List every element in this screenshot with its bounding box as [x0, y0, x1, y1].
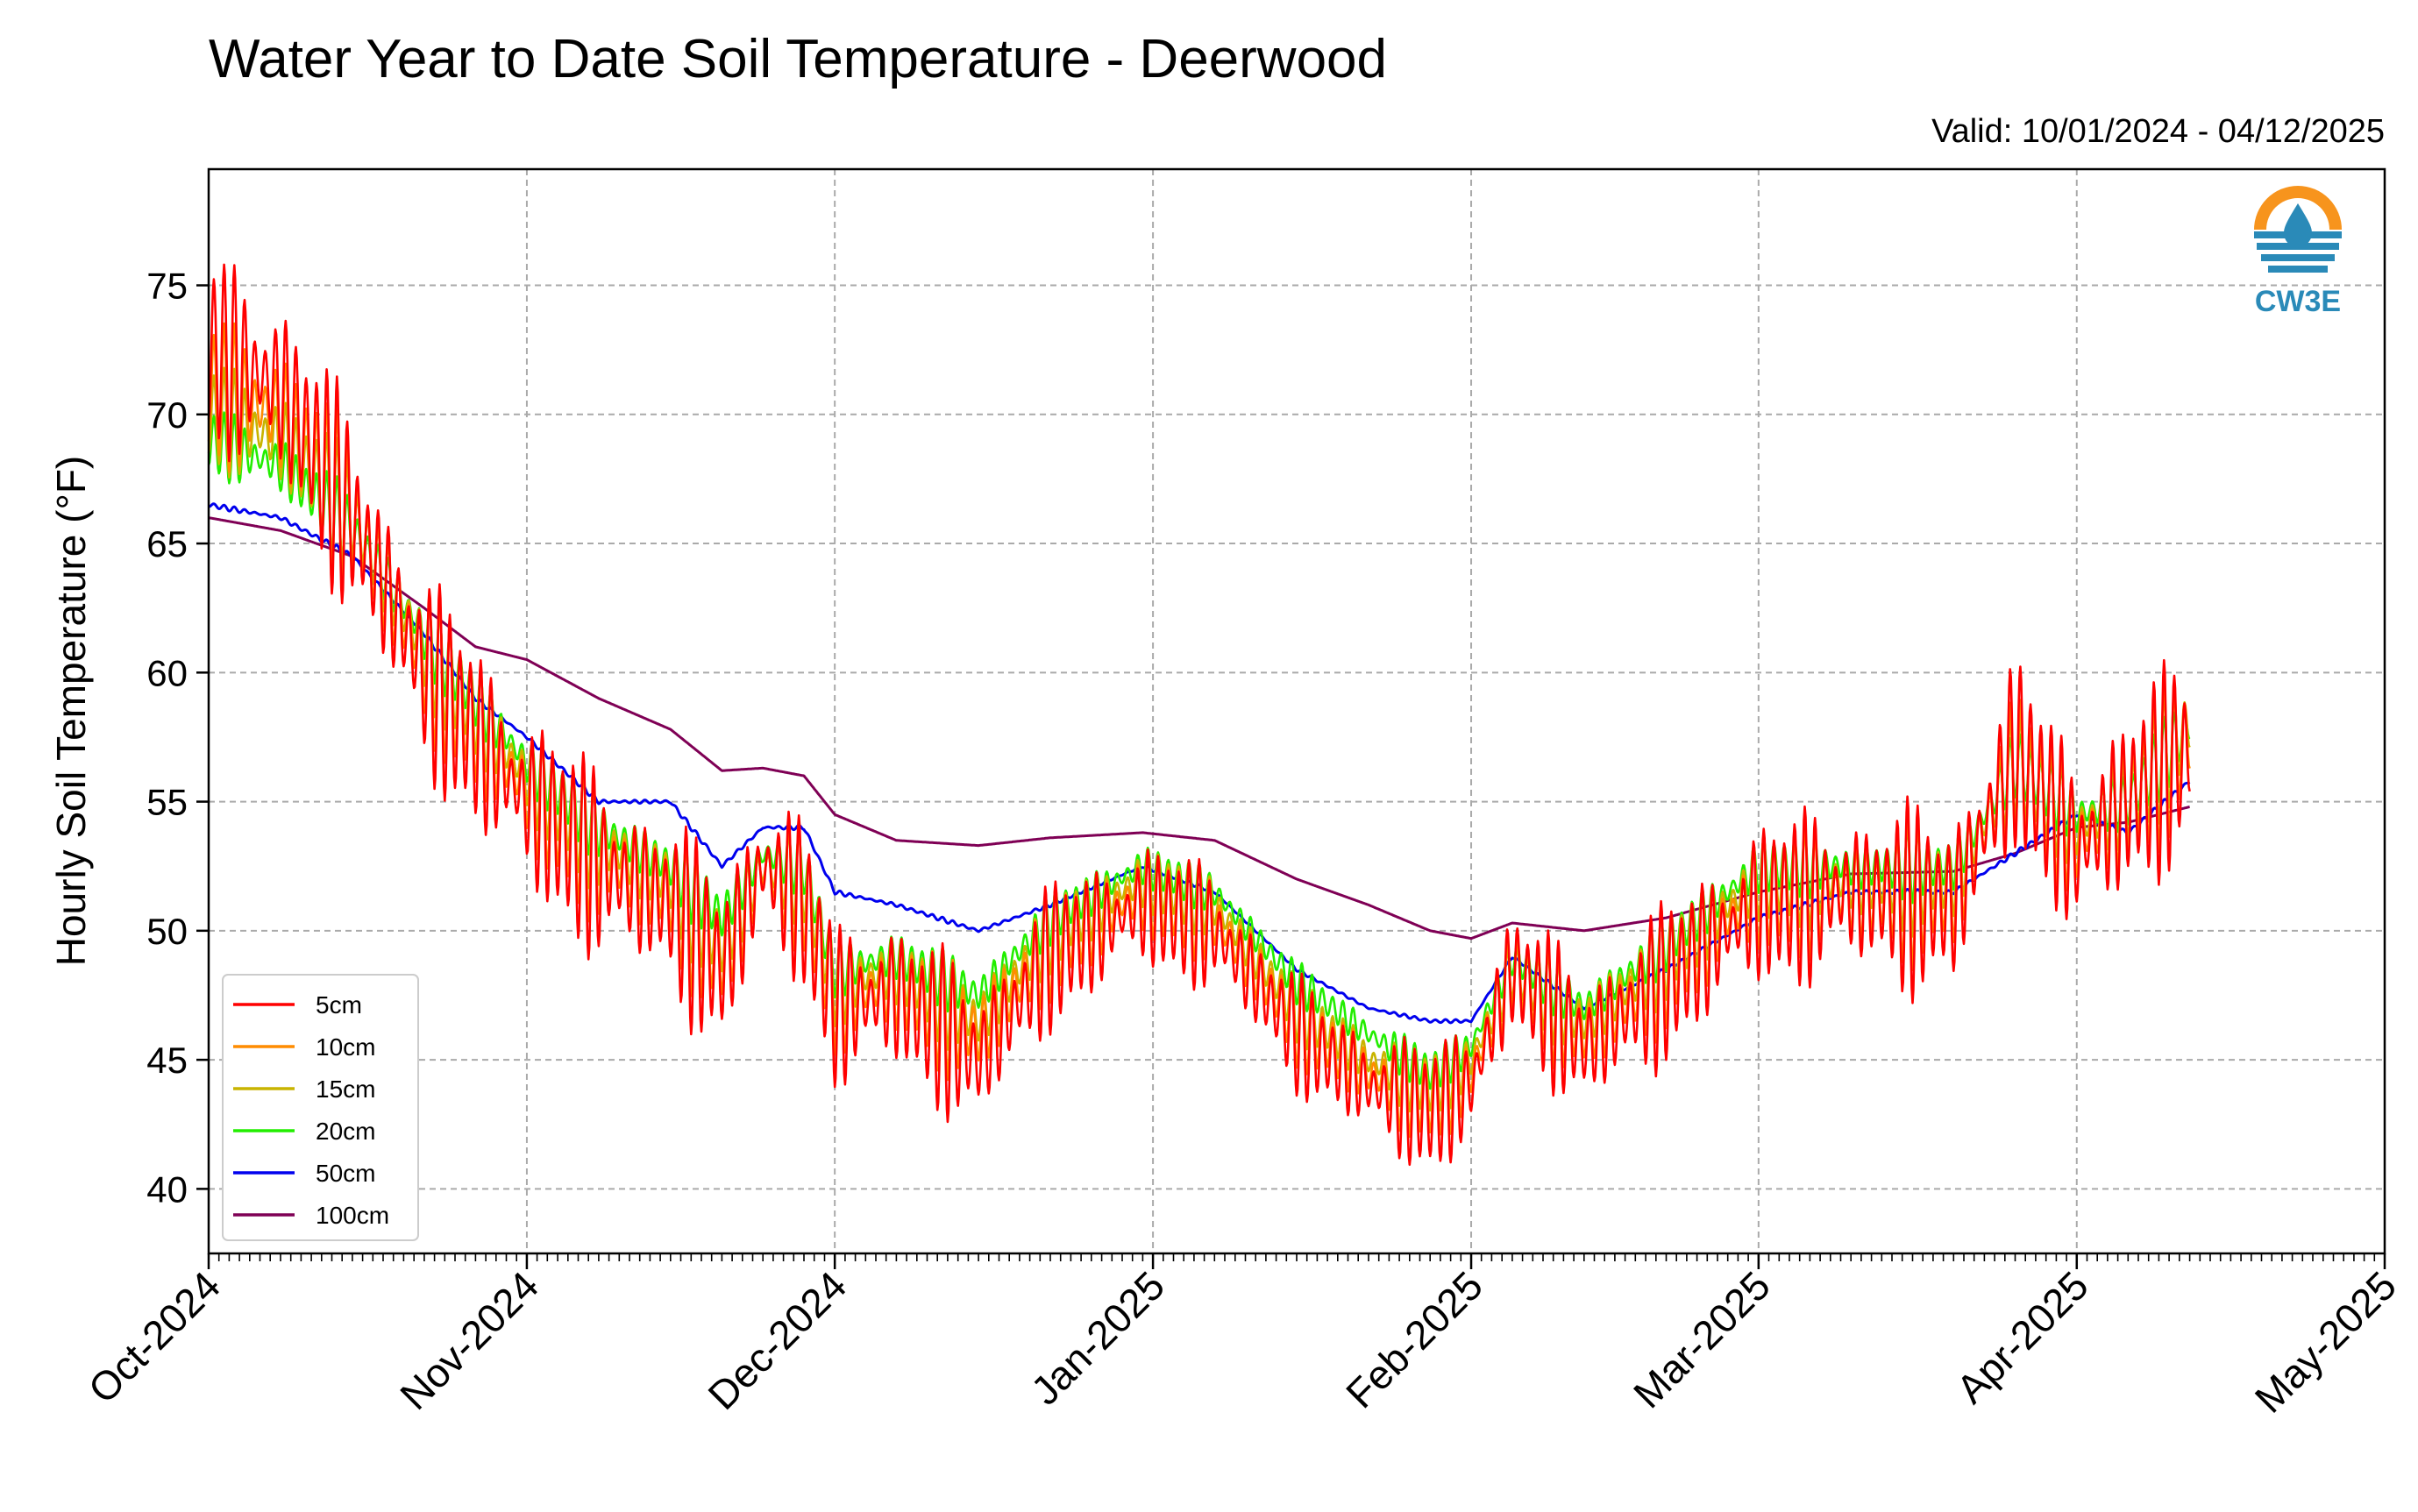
y-tick-label: 45	[146, 1040, 188, 1081]
legend-label-15cm: 15cm	[316, 1075, 375, 1103]
x-tick-label: Oct-2024	[80, 1262, 230, 1412]
series-line-20cm	[207, 411, 2191, 1090]
x-tick-label: May-2025	[2246, 1262, 2405, 1421]
x-tick-label: Dec-2024	[699, 1262, 855, 1418]
y-tick-label: 55	[146, 782, 188, 823]
grid-lines	[209, 169, 2385, 1253]
series-line-15cm	[207, 366, 2191, 1113]
y-tick-label: 70	[146, 394, 188, 436]
y-tick-label: 60	[146, 652, 188, 693]
x-tick-label: Mar-2025	[1625, 1262, 1779, 1416]
cw3e-logo: CW3E	[2251, 186, 2345, 318]
legend: 5cm 10cm 15cm 20cm 50cm 100cm	[222, 974, 419, 1241]
x-tick-label: Feb-2025	[1337, 1262, 1491, 1416]
legend-label-5cm: 5cm	[316, 991, 362, 1019]
x-axis: Oct-2024 Nov-2024 Dec-2024 Jan-2025 Feb-2025…	[80, 1253, 2405, 1422]
y-tick-label: 65	[146, 523, 188, 564]
series-layer	[207, 263, 2191, 1167]
x-tick-label: Apr-2025	[1947, 1262, 2097, 1412]
legend-label-50cm: 50cm	[316, 1160, 375, 1187]
chart-subtitle: Valid: 10/01/2024 - 04/12/2025	[1931, 113, 2385, 150]
x-tick-label: Jan-2025	[1022, 1262, 1173, 1413]
series-line-10cm	[207, 322, 2191, 1139]
y-axis: 40 45 50 55 60 65 70 75	[146, 266, 209, 1210]
series-line-5cm	[207, 263, 2191, 1167]
legend-label-100cm: 100cm	[316, 1202, 389, 1229]
legend-label-10cm: 10cm	[316, 1033, 375, 1061]
y-tick-label: 75	[146, 266, 188, 307]
y-tick-label: 40	[146, 1168, 188, 1210]
legend-label-20cm: 20cm	[316, 1118, 375, 1145]
x-minor-ticks	[208, 1253, 2386, 1261]
x-tick-label: Nov-2024	[391, 1262, 547, 1418]
logo-text: CW3E	[2255, 285, 2341, 318]
y-tick-label: 50	[146, 911, 188, 952]
y-axis-label: Hourly Soil Temperature (°F)	[48, 456, 94, 967]
chart-title: Water Year to Date Soil Temperature - De…	[209, 29, 1387, 89]
